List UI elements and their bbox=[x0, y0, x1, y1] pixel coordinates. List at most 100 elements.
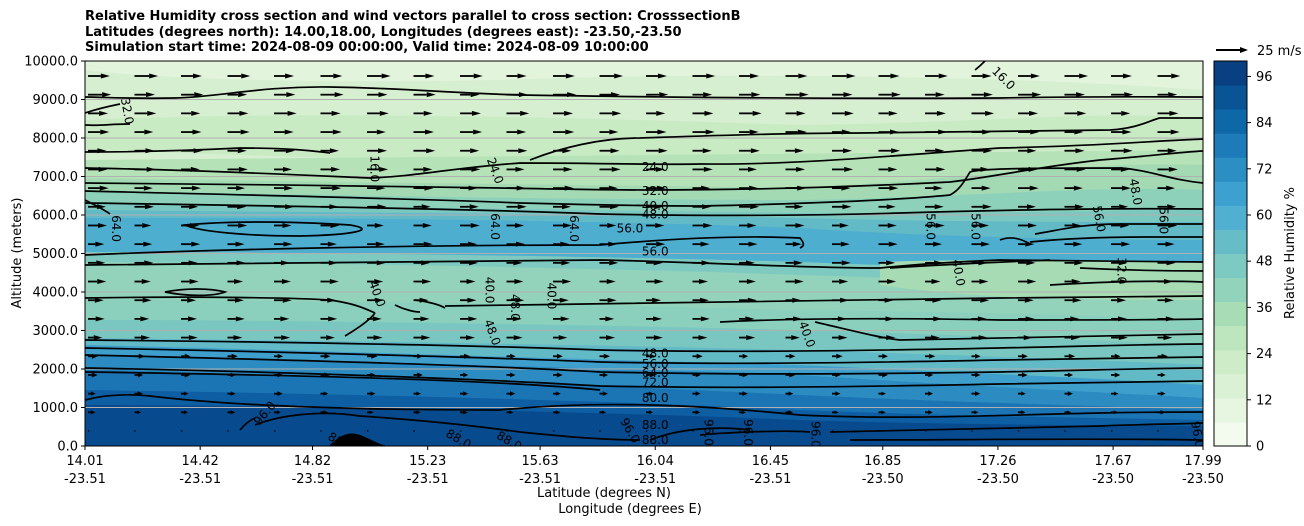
contour-label: 64.0 bbox=[109, 215, 123, 242]
wind-vector-head bbox=[1021, 353, 1028, 359]
wind-vector-head bbox=[605, 316, 615, 322]
wind-vector-head bbox=[188, 260, 198, 266]
wind-vector-head bbox=[1030, 73, 1040, 79]
wind-vector-head bbox=[750, 148, 760, 154]
wind-vector-head bbox=[889, 129, 899, 135]
wind-vector-head bbox=[470, 222, 480, 228]
wind-vector-head bbox=[834, 410, 839, 415]
wind-vector-head bbox=[190, 166, 200, 172]
wind-vector-head bbox=[980, 166, 990, 172]
wind-vector-head bbox=[981, 241, 991, 247]
wind-vector-head bbox=[752, 110, 762, 116]
wind-vector-head bbox=[980, 297, 990, 303]
colorbar-label: Relative Humidity % bbox=[1283, 187, 1298, 319]
x-tick-label-lat: 17.67 bbox=[1095, 454, 1132, 469]
wind-vector-head bbox=[1168, 166, 1178, 172]
wind-vector-head bbox=[96, 204, 106, 210]
contour-label: 88.0 bbox=[642, 418, 669, 432]
wind-vector-head bbox=[658, 148, 668, 154]
wind-vector-head bbox=[1164, 279, 1174, 285]
wind-vector-head bbox=[653, 316, 663, 322]
wind-vector-head bbox=[797, 129, 807, 135]
wind-vector-head bbox=[1067, 391, 1073, 396]
wind-vector-head bbox=[882, 353, 888, 359]
wind-vector-head bbox=[97, 148, 107, 154]
contour-label: 40.0 bbox=[949, 258, 967, 287]
wind-vector-head bbox=[93, 335, 103, 341]
wind-vector-head bbox=[190, 222, 200, 228]
wind-vector-head bbox=[891, 92, 901, 98]
wind-vector-head bbox=[563, 166, 573, 172]
wind-vector-head bbox=[746, 335, 756, 341]
x-tick-label-lat: 15.63 bbox=[521, 454, 558, 469]
wind-vector-head bbox=[799, 92, 809, 98]
wind-vector-head bbox=[888, 110, 898, 116]
wind-vector-head bbox=[888, 166, 898, 172]
wind-vector-head bbox=[141, 335, 151, 341]
wind-vector-head bbox=[135, 430, 137, 432]
wind-vector-head bbox=[1074, 204, 1084, 210]
wind-vector-head bbox=[1122, 73, 1132, 79]
wind-vector-head bbox=[704, 110, 714, 116]
contour-label: 64.0 bbox=[488, 213, 502, 240]
wind-vector-head bbox=[287, 110, 297, 116]
wind-vector-head bbox=[748, 166, 758, 172]
wind-vector-head bbox=[1065, 430, 1067, 432]
wind-vector-head bbox=[237, 204, 247, 210]
colorbar-band bbox=[1214, 373, 1247, 399]
wind-vector-head bbox=[648, 410, 654, 415]
wind-vector-head bbox=[419, 297, 429, 303]
colorbar-band bbox=[1214, 277, 1247, 303]
wind-vector-head bbox=[890, 73, 900, 79]
wind-vector-head bbox=[930, 335, 940, 341]
wind-vector-head bbox=[606, 279, 616, 285]
wind-vector-head bbox=[329, 148, 339, 154]
wind-vector-head bbox=[933, 241, 943, 247]
wind-vector-head bbox=[330, 222, 340, 228]
contour-label: 32.0 bbox=[118, 97, 136, 126]
colorbar-band bbox=[1214, 181, 1247, 206]
wind-vector-head bbox=[328, 316, 338, 322]
colorbar-band bbox=[1214, 133, 1247, 158]
x-tick-label-lat: 16.04 bbox=[637, 454, 674, 469]
wind-vector-head bbox=[656, 241, 666, 247]
wind-vector-head bbox=[935, 92, 945, 98]
wind-vector-head bbox=[230, 410, 236, 415]
wind-vector-head bbox=[238, 166, 248, 172]
colorbar-band bbox=[1214, 253, 1247, 279]
title-line-2: Latitudes (degrees north): 14.00,18.00, … bbox=[85, 24, 682, 40]
y-tick-label: 2000.0 bbox=[33, 363, 79, 378]
x-tick-label-lon: -23.51 bbox=[179, 472, 221, 487]
wind-vector-head bbox=[507, 430, 509, 432]
wind-vector-head bbox=[1118, 335, 1128, 341]
wind-vector-head bbox=[181, 430, 183, 432]
x-axis-label: Latitude (degrees N) bbox=[537, 486, 671, 501]
wind-vector-head bbox=[426, 92, 436, 98]
wind-vector-head bbox=[702, 204, 712, 210]
y-tick-label: 9000.0 bbox=[33, 93, 79, 108]
wind-vector-head bbox=[91, 391, 96, 396]
wind-vector-head bbox=[99, 110, 109, 116]
x-tick-label-lon: -23.50 bbox=[1092, 472, 1134, 487]
y-tick-label: 4000.0 bbox=[33, 286, 79, 301]
wind-vector-head bbox=[786, 430, 788, 432]
x-tick-label-lat: 16.45 bbox=[752, 454, 789, 469]
wind-vector-head bbox=[463, 391, 469, 396]
wind-vector-head bbox=[745, 260, 755, 266]
wind-vector-head bbox=[646, 430, 648, 432]
wind-vector-head bbox=[703, 92, 713, 98]
wind-vector-head bbox=[553, 430, 555, 432]
wind-vector-head bbox=[188, 316, 198, 322]
wind-vector-head bbox=[928, 410, 933, 415]
wind-vector-head bbox=[608, 241, 618, 247]
colorbar-band bbox=[1214, 349, 1247, 375]
wind-vector-head bbox=[280, 260, 290, 266]
wind-vector-head bbox=[184, 353, 191, 359]
y-tick-label: 0.0 bbox=[57, 440, 78, 455]
wind-vector-head bbox=[840, 297, 850, 303]
x-tick-label-lat: 14.82 bbox=[294, 454, 331, 469]
wind-vector-head bbox=[1072, 222, 1082, 228]
wind-vector-head bbox=[1117, 297, 1127, 303]
wind-vector-head bbox=[376, 260, 386, 266]
